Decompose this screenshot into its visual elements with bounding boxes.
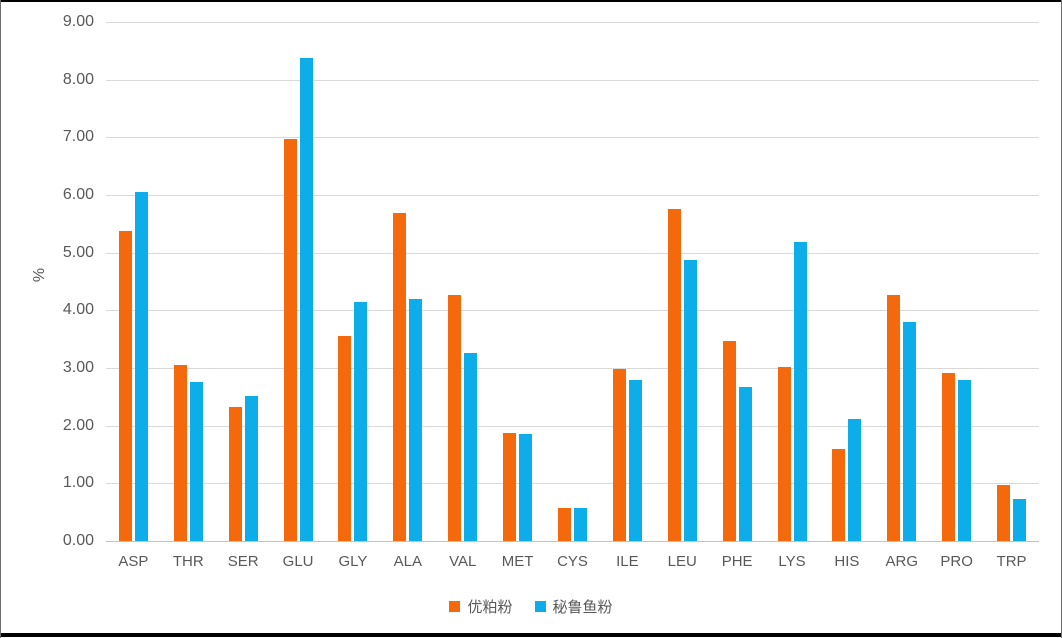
x-axis-label-arg: ARG [885,553,919,570]
bar-秘鲁鱼粉-arg [903,322,917,541]
legend-item-series2: 秘鲁鱼粉 [534,596,613,617]
bar-优粕粉-lys [777,366,791,541]
bar-优粕粉-cys [558,507,571,541]
legend-item-series1: 优粕粉 [449,596,513,617]
x-axis-label-phe: PHE [721,553,753,570]
x-axis-label-val: VAL [449,553,477,570]
x-axis-label-trp: TRP [996,553,1027,570]
bar-优粕粉-gly [338,336,352,541]
bar-优粕粉-val [448,295,462,541]
x-axis-label-lys: LYS [778,553,806,570]
frame-border-top [0,0,1062,2]
bar-秘鲁鱼粉-pro [958,379,972,541]
bar-秘鲁鱼粉-asp [134,192,148,541]
gridline [106,137,1039,139]
x-axis-label-thr: THR [172,553,204,570]
gridline [106,368,1039,369]
frame-border-left [0,0,1,638]
x-axis-label-cys: CYS [557,553,588,570]
bar-秘鲁鱼粉-cys [574,508,587,541]
y-tick-label: 6.00 [62,186,94,203]
bar-优粕粉-glu [283,139,297,541]
legend-label: 秘鲁鱼粉 [552,599,613,616]
bar-优粕粉-arg [887,295,901,541]
bar-秘鲁鱼粉-lys [793,242,807,541]
gridline [106,252,1039,254]
y-tick-label: 9.00 [62,13,94,30]
x-axis-label-asp: ASP [118,553,149,570]
y-tick-label: 5.00 [62,243,94,261]
bar-优粕粉-ile [612,369,626,541]
bar-秘鲁鱼粉-val [464,353,478,541]
x-axis-label-glu: GLU [282,553,314,570]
frame-border-bottom [0,633,1062,637]
y-tick-label: 2.00 [62,416,94,434]
bar-秘鲁鱼粉-met [519,434,533,541]
x-axis-label-leu: LEU [667,553,697,570]
bar-优粕粉-ala [393,213,407,541]
legend-swatch-icon [534,601,546,612]
bar-优粕粉-ser [228,407,242,541]
gridline [106,483,1039,485]
gridline [106,310,1039,312]
bar-秘鲁鱼粉-phe [738,387,752,541]
x-axis-label-ser: SER [227,553,259,570]
bar-秘鲁鱼粉-trp [1013,498,1027,541]
bar-优粕粉-trp [997,485,1011,541]
legend-swatch-icon [449,601,461,612]
x-axis-label-ile: ILE [616,553,639,570]
x-axis-label-ala: ALA [393,553,423,570]
y-tick-label: 7.00 [62,128,94,146]
bar-优粕粉-met [503,433,517,541]
bar-秘鲁鱼粉-his [848,419,862,541]
gridline [106,425,1039,427]
gridline [106,79,1039,81]
bar-优粕粉-asp [118,230,132,541]
bar-秘鲁鱼粉-ile [628,379,642,541]
bar-优粕粉-pro [942,372,956,541]
bar-秘鲁鱼粉-gly [354,302,368,541]
chart-legend: 优粕粉 秘鲁鱼粉 [0,596,1062,617]
x-axis-label-pro: PRO [940,553,973,570]
y-tick-label: 8.00 [62,70,94,88]
legend-label: 优粕粉 [467,599,513,616]
bar-秘鲁鱼粉-ser [244,395,258,541]
bar-优粕粉-his [832,449,846,541]
x-axis-label-met: MET [501,553,534,570]
x-axis-label-gly: GLY [338,553,368,570]
gridline [106,22,1039,23]
bar-优粕粉-phe [722,340,736,541]
bar-秘鲁鱼粉-ala [409,299,423,541]
y-tick-label: 1.00 [62,474,94,492]
bar-优粕粉-leu [667,208,681,541]
bar-优粕粉-thr [173,364,187,541]
gridline [106,195,1039,196]
y-tick-label: 3.00 [62,359,94,376]
bar-秘鲁鱼粉-thr [189,381,203,541]
x-axis-label-his: HIS [834,553,860,570]
bar-秘鲁鱼粉-leu [683,260,697,541]
bar-秘鲁鱼粉-glu [299,58,313,541]
y-tick-label: 4.00 [62,301,94,319]
x-axis-line [106,541,1039,542]
y-tick-label: 0.00 [62,532,94,549]
